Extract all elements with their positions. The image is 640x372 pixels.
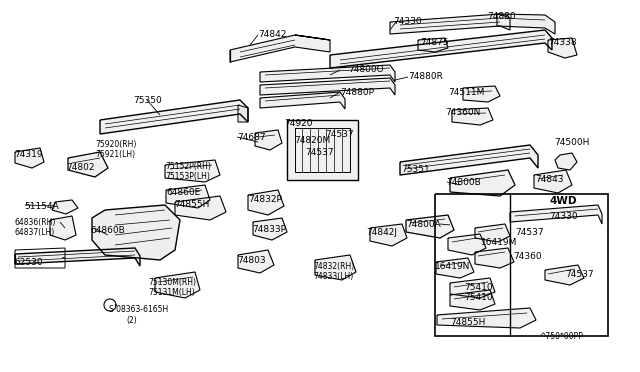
Text: (2): (2) <box>126 316 137 325</box>
Polygon shape <box>475 224 510 242</box>
Text: 74500H: 74500H <box>554 138 589 147</box>
Text: 74880P: 74880P <box>340 88 374 97</box>
Polygon shape <box>510 205 602 224</box>
Text: 74537: 74537 <box>305 148 333 157</box>
Text: 74880: 74880 <box>487 12 516 21</box>
Polygon shape <box>248 190 284 215</box>
Polygon shape <box>452 108 493 125</box>
Text: 74843: 74843 <box>535 175 563 184</box>
Text: 74833(LH): 74833(LH) <box>313 272 353 281</box>
Text: 74338: 74338 <box>548 38 577 47</box>
Polygon shape <box>330 30 552 68</box>
Text: 74330: 74330 <box>393 17 422 26</box>
Text: 74800B: 74800B <box>446 178 481 187</box>
Polygon shape <box>260 65 395 82</box>
Polygon shape <box>437 308 536 328</box>
Text: 74360: 74360 <box>513 252 541 261</box>
Text: 74820M: 74820M <box>294 136 330 145</box>
Polygon shape <box>260 92 345 109</box>
Polygon shape <box>555 153 577 170</box>
Text: 74800A: 74800A <box>406 220 441 229</box>
Text: 51154A: 51154A <box>24 202 59 211</box>
Polygon shape <box>238 250 274 273</box>
Polygon shape <box>548 38 577 58</box>
Polygon shape <box>15 148 44 168</box>
Text: 74802: 74802 <box>66 163 95 172</box>
Polygon shape <box>155 272 200 298</box>
Text: 74855H: 74855H <box>174 200 209 209</box>
Polygon shape <box>450 278 495 298</box>
Text: 74360N: 74360N <box>445 108 481 117</box>
Text: 74537: 74537 <box>515 228 543 237</box>
Text: 74855H: 74855H <box>450 318 485 327</box>
Polygon shape <box>15 248 140 266</box>
Text: 75920(RH): 75920(RH) <box>95 140 136 149</box>
Text: 74330: 74330 <box>549 212 578 221</box>
Text: 74800O: 74800O <box>348 65 383 74</box>
Polygon shape <box>315 255 356 280</box>
Text: 74832P: 74832P <box>248 195 282 204</box>
Text: 74833P: 74833P <box>252 225 286 234</box>
Text: 64860E: 64860E <box>166 188 200 197</box>
Polygon shape <box>166 185 210 208</box>
Polygon shape <box>255 130 282 150</box>
Polygon shape <box>230 35 330 62</box>
Polygon shape <box>463 86 500 102</box>
Text: 75131M(LH): 75131M(LH) <box>148 288 195 297</box>
Polygon shape <box>534 170 572 193</box>
Polygon shape <box>260 78 395 95</box>
Text: 16419N: 16419N <box>435 262 470 271</box>
Text: 74842: 74842 <box>258 30 286 39</box>
Polygon shape <box>450 170 515 196</box>
Polygon shape <box>418 38 448 52</box>
Polygon shape <box>475 248 514 268</box>
Text: 16419M: 16419M <box>481 238 517 247</box>
Polygon shape <box>68 152 108 177</box>
Text: 75152P(RH): 75152P(RH) <box>165 162 211 171</box>
Polygon shape <box>238 105 248 122</box>
Text: 64836(RH): 64836(RH) <box>14 218 56 227</box>
Polygon shape <box>448 234 486 255</box>
Text: 75351: 75351 <box>401 165 429 174</box>
Text: ^750*00PP: ^750*00PP <box>539 332 583 341</box>
Text: 74687: 74687 <box>237 133 266 142</box>
Text: 64860B: 64860B <box>90 226 125 235</box>
Polygon shape <box>287 120 358 180</box>
Polygon shape <box>406 215 454 238</box>
Text: 74803: 74803 <box>237 256 266 265</box>
Text: 74832(RH): 74832(RH) <box>313 262 355 271</box>
Text: 62530: 62530 <box>14 258 43 267</box>
Text: S 08363-6165H: S 08363-6165H <box>109 305 168 314</box>
Polygon shape <box>436 258 474 278</box>
Polygon shape <box>450 290 495 310</box>
Polygon shape <box>50 216 76 240</box>
Text: 74842J: 74842J <box>366 228 397 237</box>
Text: 74875: 74875 <box>420 38 449 47</box>
Polygon shape <box>165 160 220 182</box>
Text: 74920: 74920 <box>284 119 312 128</box>
Text: 75130M(RH): 75130M(RH) <box>148 278 196 287</box>
Text: 4WD: 4WD <box>550 196 577 206</box>
Text: 74319: 74319 <box>14 150 43 159</box>
Polygon shape <box>370 224 407 246</box>
Polygon shape <box>52 200 78 214</box>
Polygon shape <box>175 196 226 220</box>
Text: 74880R: 74880R <box>408 72 443 81</box>
Text: 75153P(LH): 75153P(LH) <box>165 172 210 181</box>
Polygon shape <box>497 14 555 34</box>
Polygon shape <box>400 145 538 175</box>
Polygon shape <box>92 205 180 260</box>
Polygon shape <box>390 14 510 34</box>
Polygon shape <box>545 265 584 285</box>
Text: 75410: 75410 <box>464 283 493 292</box>
Polygon shape <box>100 100 248 134</box>
Text: 64837(LH): 64837(LH) <box>14 228 54 237</box>
Text: 74537: 74537 <box>325 130 354 139</box>
Text: 74511M: 74511M <box>448 88 484 97</box>
Text: 75410: 75410 <box>464 293 493 302</box>
Text: 75350: 75350 <box>133 96 162 105</box>
Polygon shape <box>253 218 287 240</box>
Text: 74537: 74537 <box>565 270 594 279</box>
Text: 75921(LH): 75921(LH) <box>95 150 135 159</box>
